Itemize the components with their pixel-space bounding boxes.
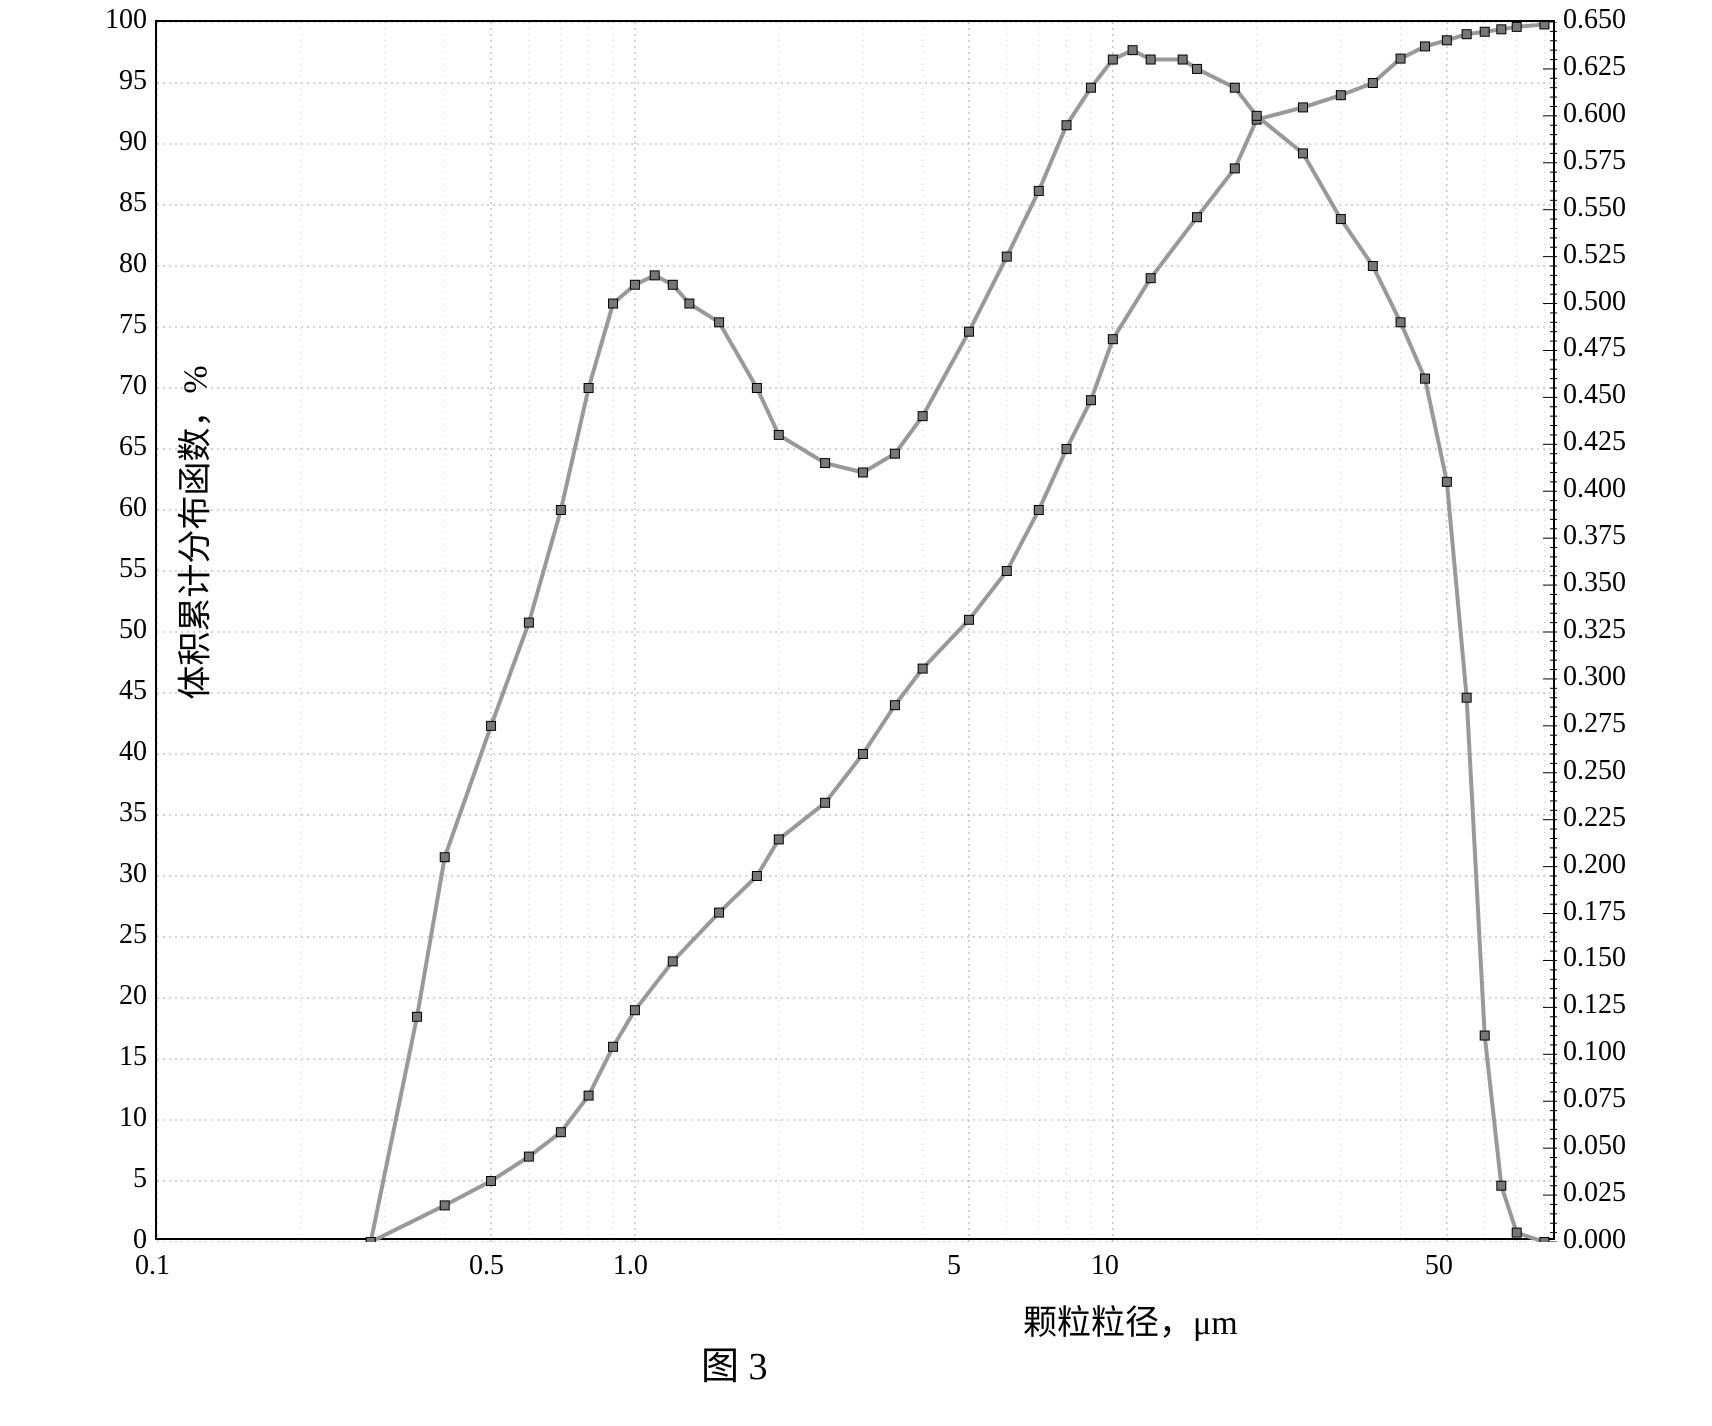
y-right-tick: 0.350 [1563, 567, 1626, 599]
y-right-tick: 0.000 [1563, 1224, 1626, 1256]
y-left-tick: 5 [133, 1163, 147, 1195]
y-left-tick: 20 [119, 980, 147, 1012]
y-right-tick: 0.175 [1563, 896, 1626, 928]
y-left-tick: 40 [119, 736, 147, 768]
y-left-tick: 10 [119, 1102, 147, 1134]
y-right-tick: 0.425 [1563, 426, 1626, 458]
y-right-tick: 0.050 [1563, 1130, 1626, 1162]
y-right-tick: 0.125 [1563, 989, 1626, 1021]
y-right-tick: 0.150 [1563, 942, 1626, 974]
chart-svg [157, 22, 1557, 1242]
y-right-tick: 0.500 [1563, 286, 1626, 318]
y-left-tick: 70 [119, 370, 147, 402]
x-tick: 10 [1091, 1250, 1119, 1282]
y-right-tick: 0.400 [1563, 473, 1626, 505]
y-right-tick: 0.250 [1563, 755, 1626, 787]
y-left-tick: 75 [119, 309, 147, 341]
y-left-tick: 95 [119, 65, 147, 97]
y-right-tick: 0.200 [1563, 849, 1626, 881]
x-tick: 1.0 [613, 1250, 648, 1282]
x-tick: 5 [947, 1250, 961, 1282]
y-right-tick: 0.075 [1563, 1083, 1626, 1115]
x-tick: 0.5 [469, 1250, 504, 1282]
y-left-tick: 100 [105, 4, 147, 36]
figure-caption: 图 3 [701, 1335, 768, 1390]
y-right-tick: 0.575 [1563, 145, 1626, 177]
y-right-tick: 0.225 [1563, 802, 1626, 834]
y-left-tick: 50 [119, 614, 147, 646]
y-left-tick: 65 [119, 431, 147, 463]
x-tick: 50 [1425, 1250, 1453, 1282]
y-left-tick: 60 [119, 492, 147, 524]
y-left-tick: 30 [119, 858, 147, 890]
x-tick: 0.1 [135, 1250, 170, 1282]
y-left-tick: 85 [119, 187, 147, 219]
y-right-tick: 0.525 [1563, 239, 1626, 271]
y-right-tick: 0.625 [1563, 51, 1626, 83]
y-right-tick: 0.550 [1563, 192, 1626, 224]
y-axis-left-label: 体积累计分布函数，% [168, 365, 217, 699]
y-right-tick: 0.475 [1563, 332, 1626, 364]
x-axis-label: 颗粒粒径，μm [1023, 1295, 1238, 1344]
plot-area [155, 20, 1555, 1240]
y-right-tick: 0.450 [1563, 379, 1626, 411]
y-right-tick: 0.600 [1563, 98, 1626, 130]
y-left-tick: 80 [119, 248, 147, 280]
y-left-tick: 35 [119, 797, 147, 829]
y-left-tick: 25 [119, 919, 147, 951]
y-left-tick: 15 [119, 1041, 147, 1073]
y-right-tick: 0.375 [1563, 520, 1626, 552]
y-right-tick: 0.100 [1563, 1036, 1626, 1068]
y-right-tick: 0.300 [1563, 661, 1626, 693]
y-right-tick: 0.650 [1563, 4, 1626, 36]
y-right-tick: 0.325 [1563, 614, 1626, 646]
y-right-tick: 0.275 [1563, 708, 1626, 740]
y-left-tick: 45 [119, 675, 147, 707]
y-left-tick: 55 [119, 553, 147, 585]
y-left-tick: 90 [119, 126, 147, 158]
y-right-tick: 0.025 [1563, 1177, 1626, 1209]
chart-container: 体积累计分布函数，% 微分分布曲线函数曲线 颗粒粒径，μm 图 3 051015… [0, 0, 1712, 1426]
